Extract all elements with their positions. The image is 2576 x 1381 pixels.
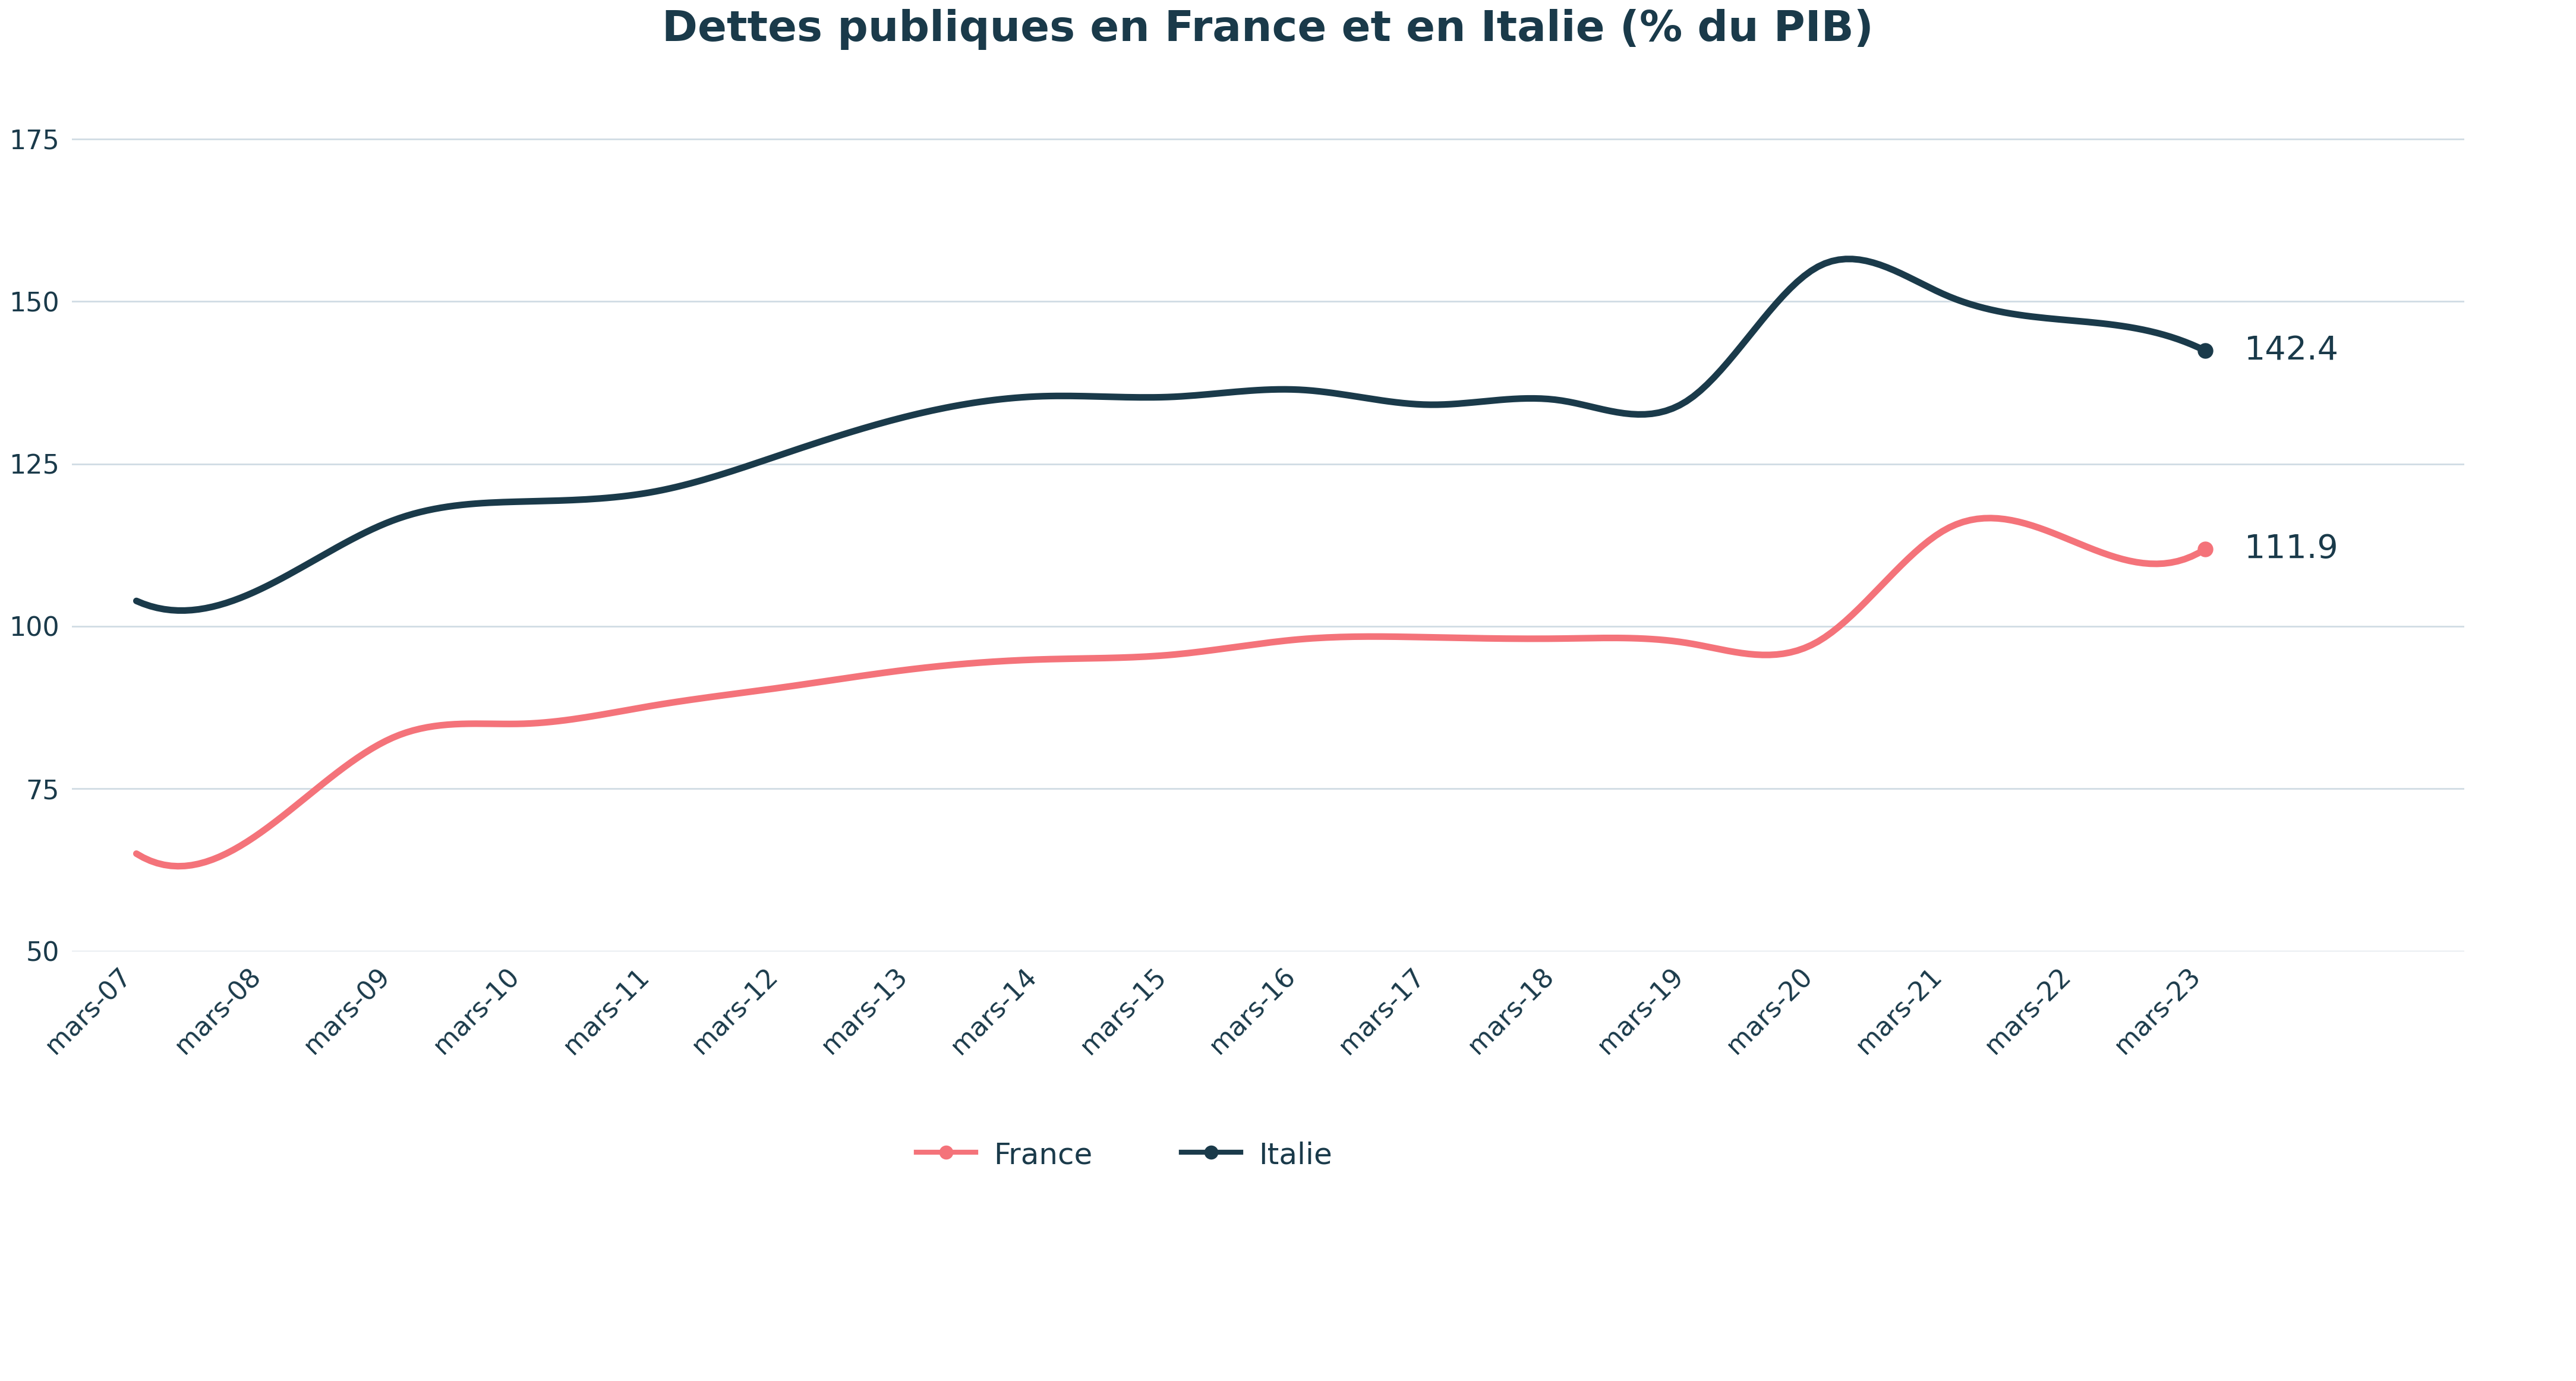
Title: Dettes publiques en France et en Italie (% du PIB): Dettes publiques en France et en Italie … [662, 8, 1873, 50]
Legend: France, Italie: France, Italie [904, 1128, 1345, 1182]
Text: 142.4: 142.4 [2244, 334, 2339, 367]
Text: 111.9: 111.9 [2244, 533, 2339, 565]
